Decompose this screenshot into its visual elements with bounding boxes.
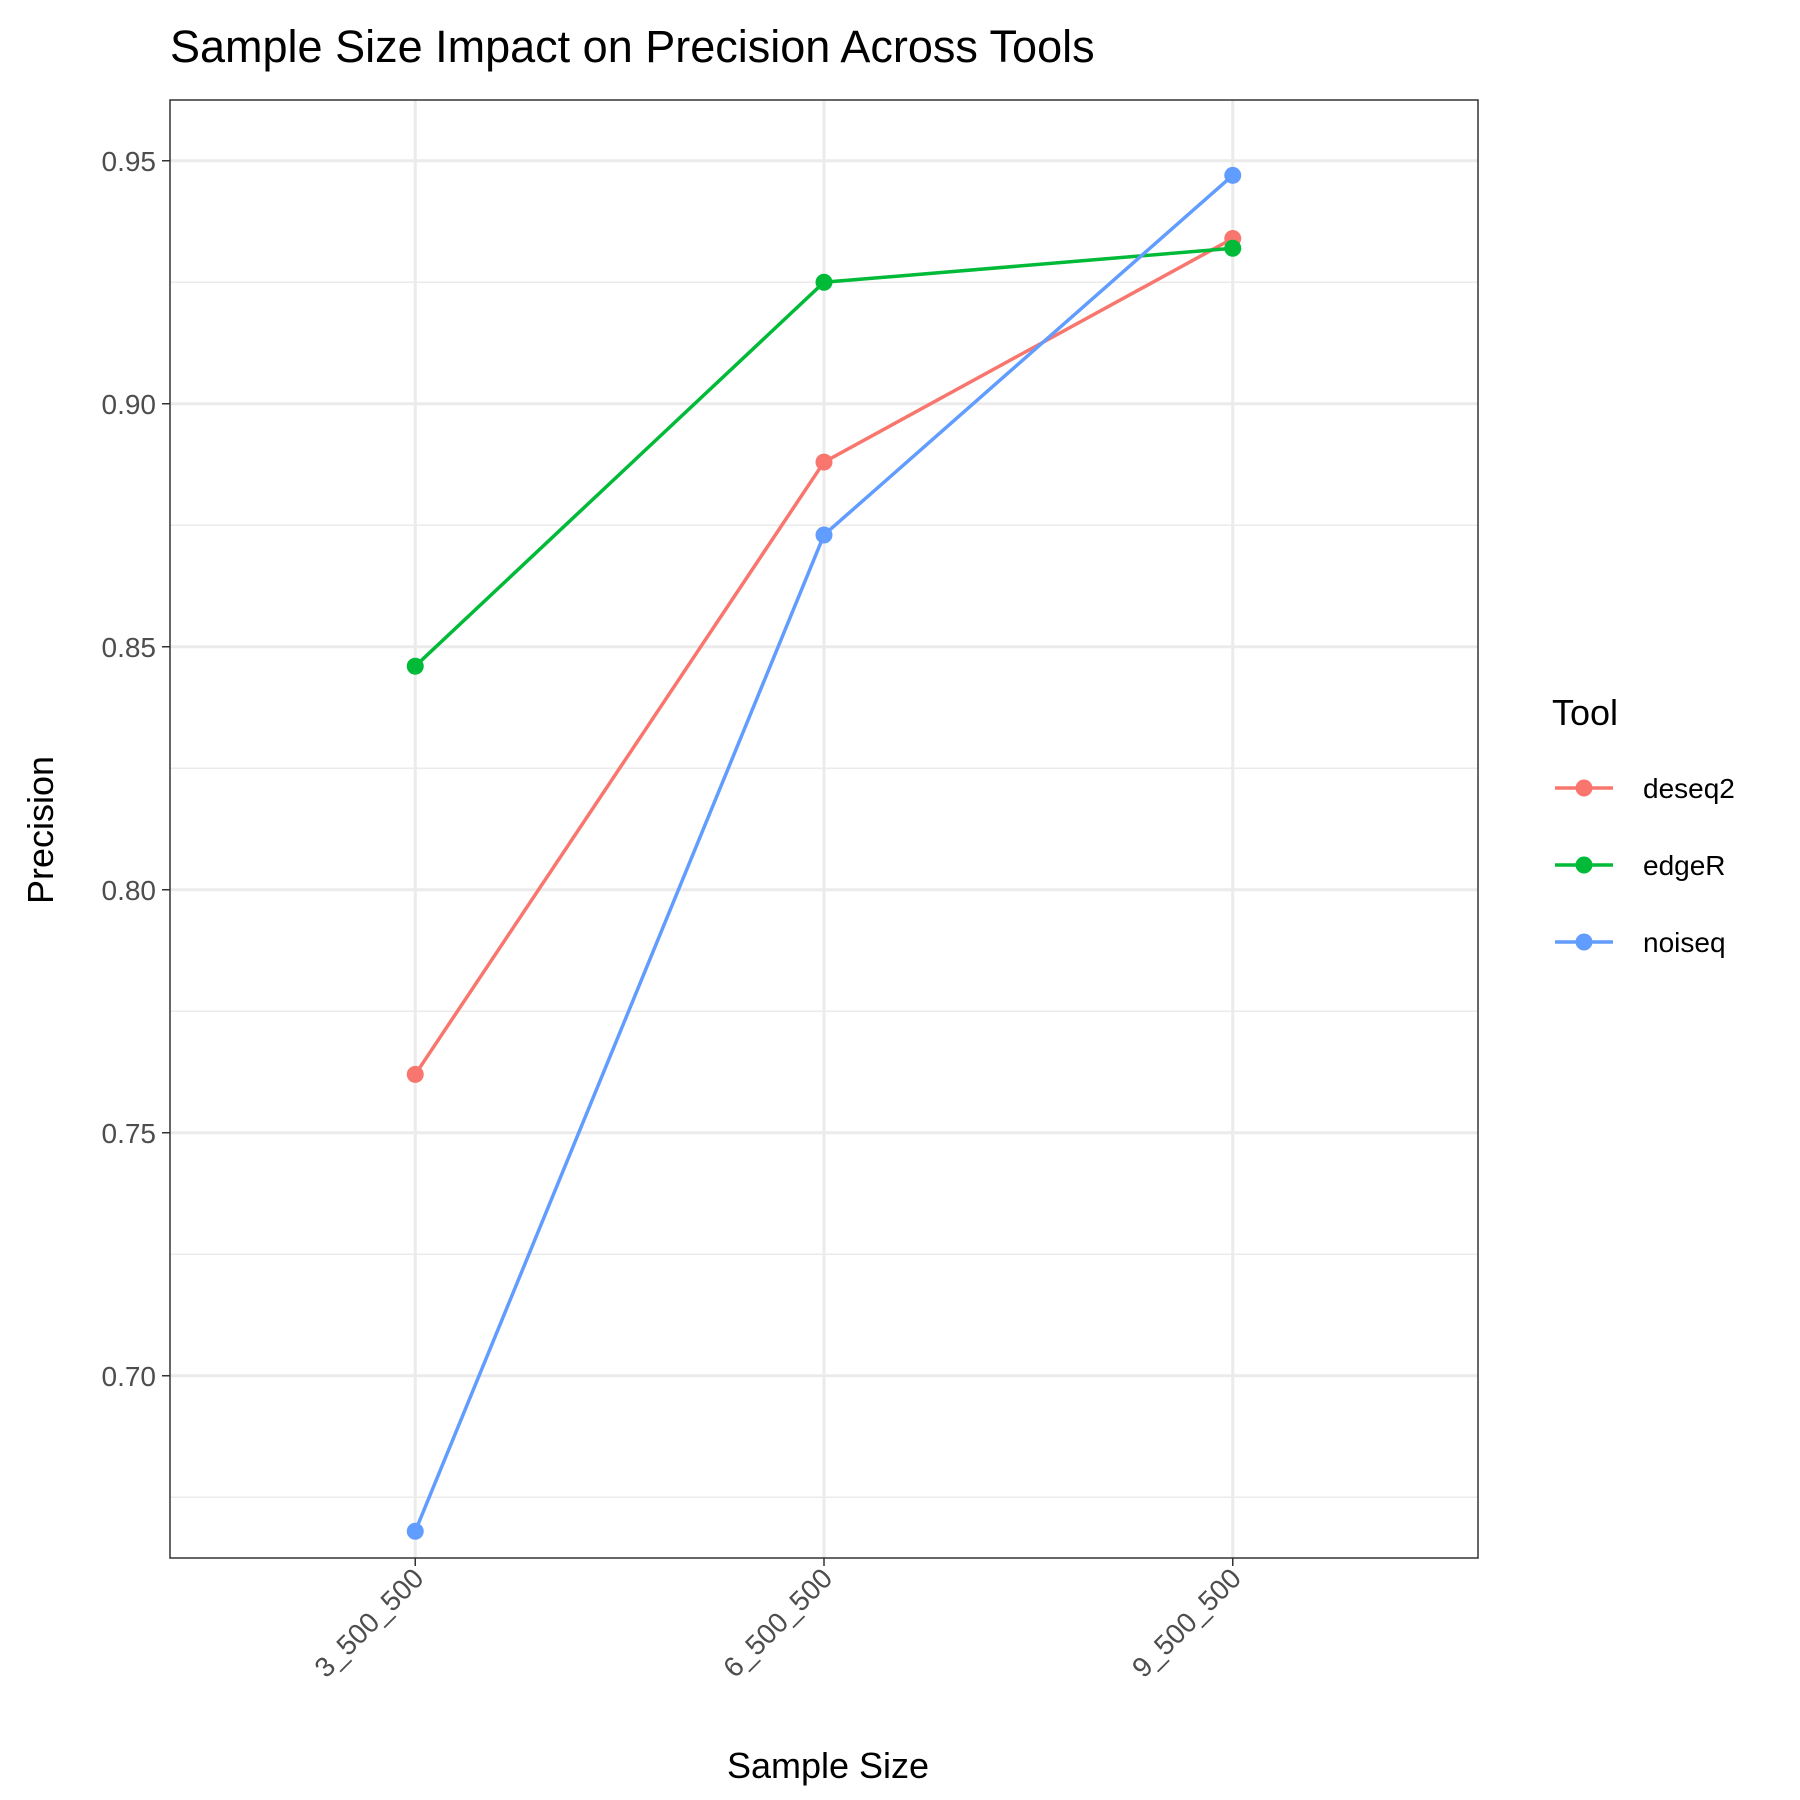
legend-title: Tool bbox=[1552, 692, 1618, 733]
legend-key-point-edgeR bbox=[1575, 856, 1593, 874]
legend-label-edgeR: edgeR bbox=[1643, 850, 1726, 881]
data-point-noiseq bbox=[815, 526, 833, 544]
y-tick-label: 0.70 bbox=[102, 1361, 157, 1392]
y-tick-label: 0.95 bbox=[102, 146, 157, 177]
x-tick-label: 6_500_500 bbox=[717, 1562, 838, 1683]
data-point-noiseq bbox=[1224, 166, 1242, 184]
y-tick-label: 0.80 bbox=[102, 875, 157, 906]
x-tick-label: 9_500_500 bbox=[1126, 1562, 1247, 1683]
data-point-edgeR bbox=[1224, 239, 1242, 257]
chart-title: Sample Size Impact on Precision Across T… bbox=[170, 21, 1095, 72]
y-tick-label: 0.90 bbox=[102, 389, 157, 420]
series-points bbox=[406, 166, 1242, 1540]
legend-label-deseq2: deseq2 bbox=[1643, 773, 1735, 804]
legend-items: deseq2 edgeR noiseq bbox=[1555, 773, 1735, 958]
plot-panel bbox=[169, 99, 1479, 1559]
data-point-deseq2 bbox=[406, 1065, 424, 1083]
major-gridlines bbox=[170, 100, 1478, 1558]
legend-label-noiseq: noiseq bbox=[1643, 927, 1726, 958]
y-tick-label: 0.85 bbox=[102, 632, 157, 663]
data-point-edgeR bbox=[815, 273, 833, 291]
data-point-noiseq bbox=[406, 1522, 424, 1540]
data-point-edgeR bbox=[406, 657, 424, 675]
data-point-deseq2 bbox=[815, 453, 833, 471]
x-tick-label: 3_500_500 bbox=[308, 1562, 429, 1683]
y-tick-label: 0.75 bbox=[102, 1118, 157, 1149]
x-axis: 3_500_500 6_500_500 9_500_500 bbox=[308, 1558, 1247, 1683]
legend-key-point-deseq2 bbox=[1575, 779, 1593, 797]
legend: Tool deseq2 edgeR noiseq bbox=[1552, 692, 1735, 958]
y-axis: 0.70 0.75 0.80 0.85 0.90 0.95 bbox=[102, 146, 170, 1392]
y-axis-title: Precision bbox=[20, 756, 61, 904]
legend-key-point-noiseq bbox=[1575, 933, 1593, 951]
x-axis-title: Sample Size bbox=[727, 1745, 929, 1786]
